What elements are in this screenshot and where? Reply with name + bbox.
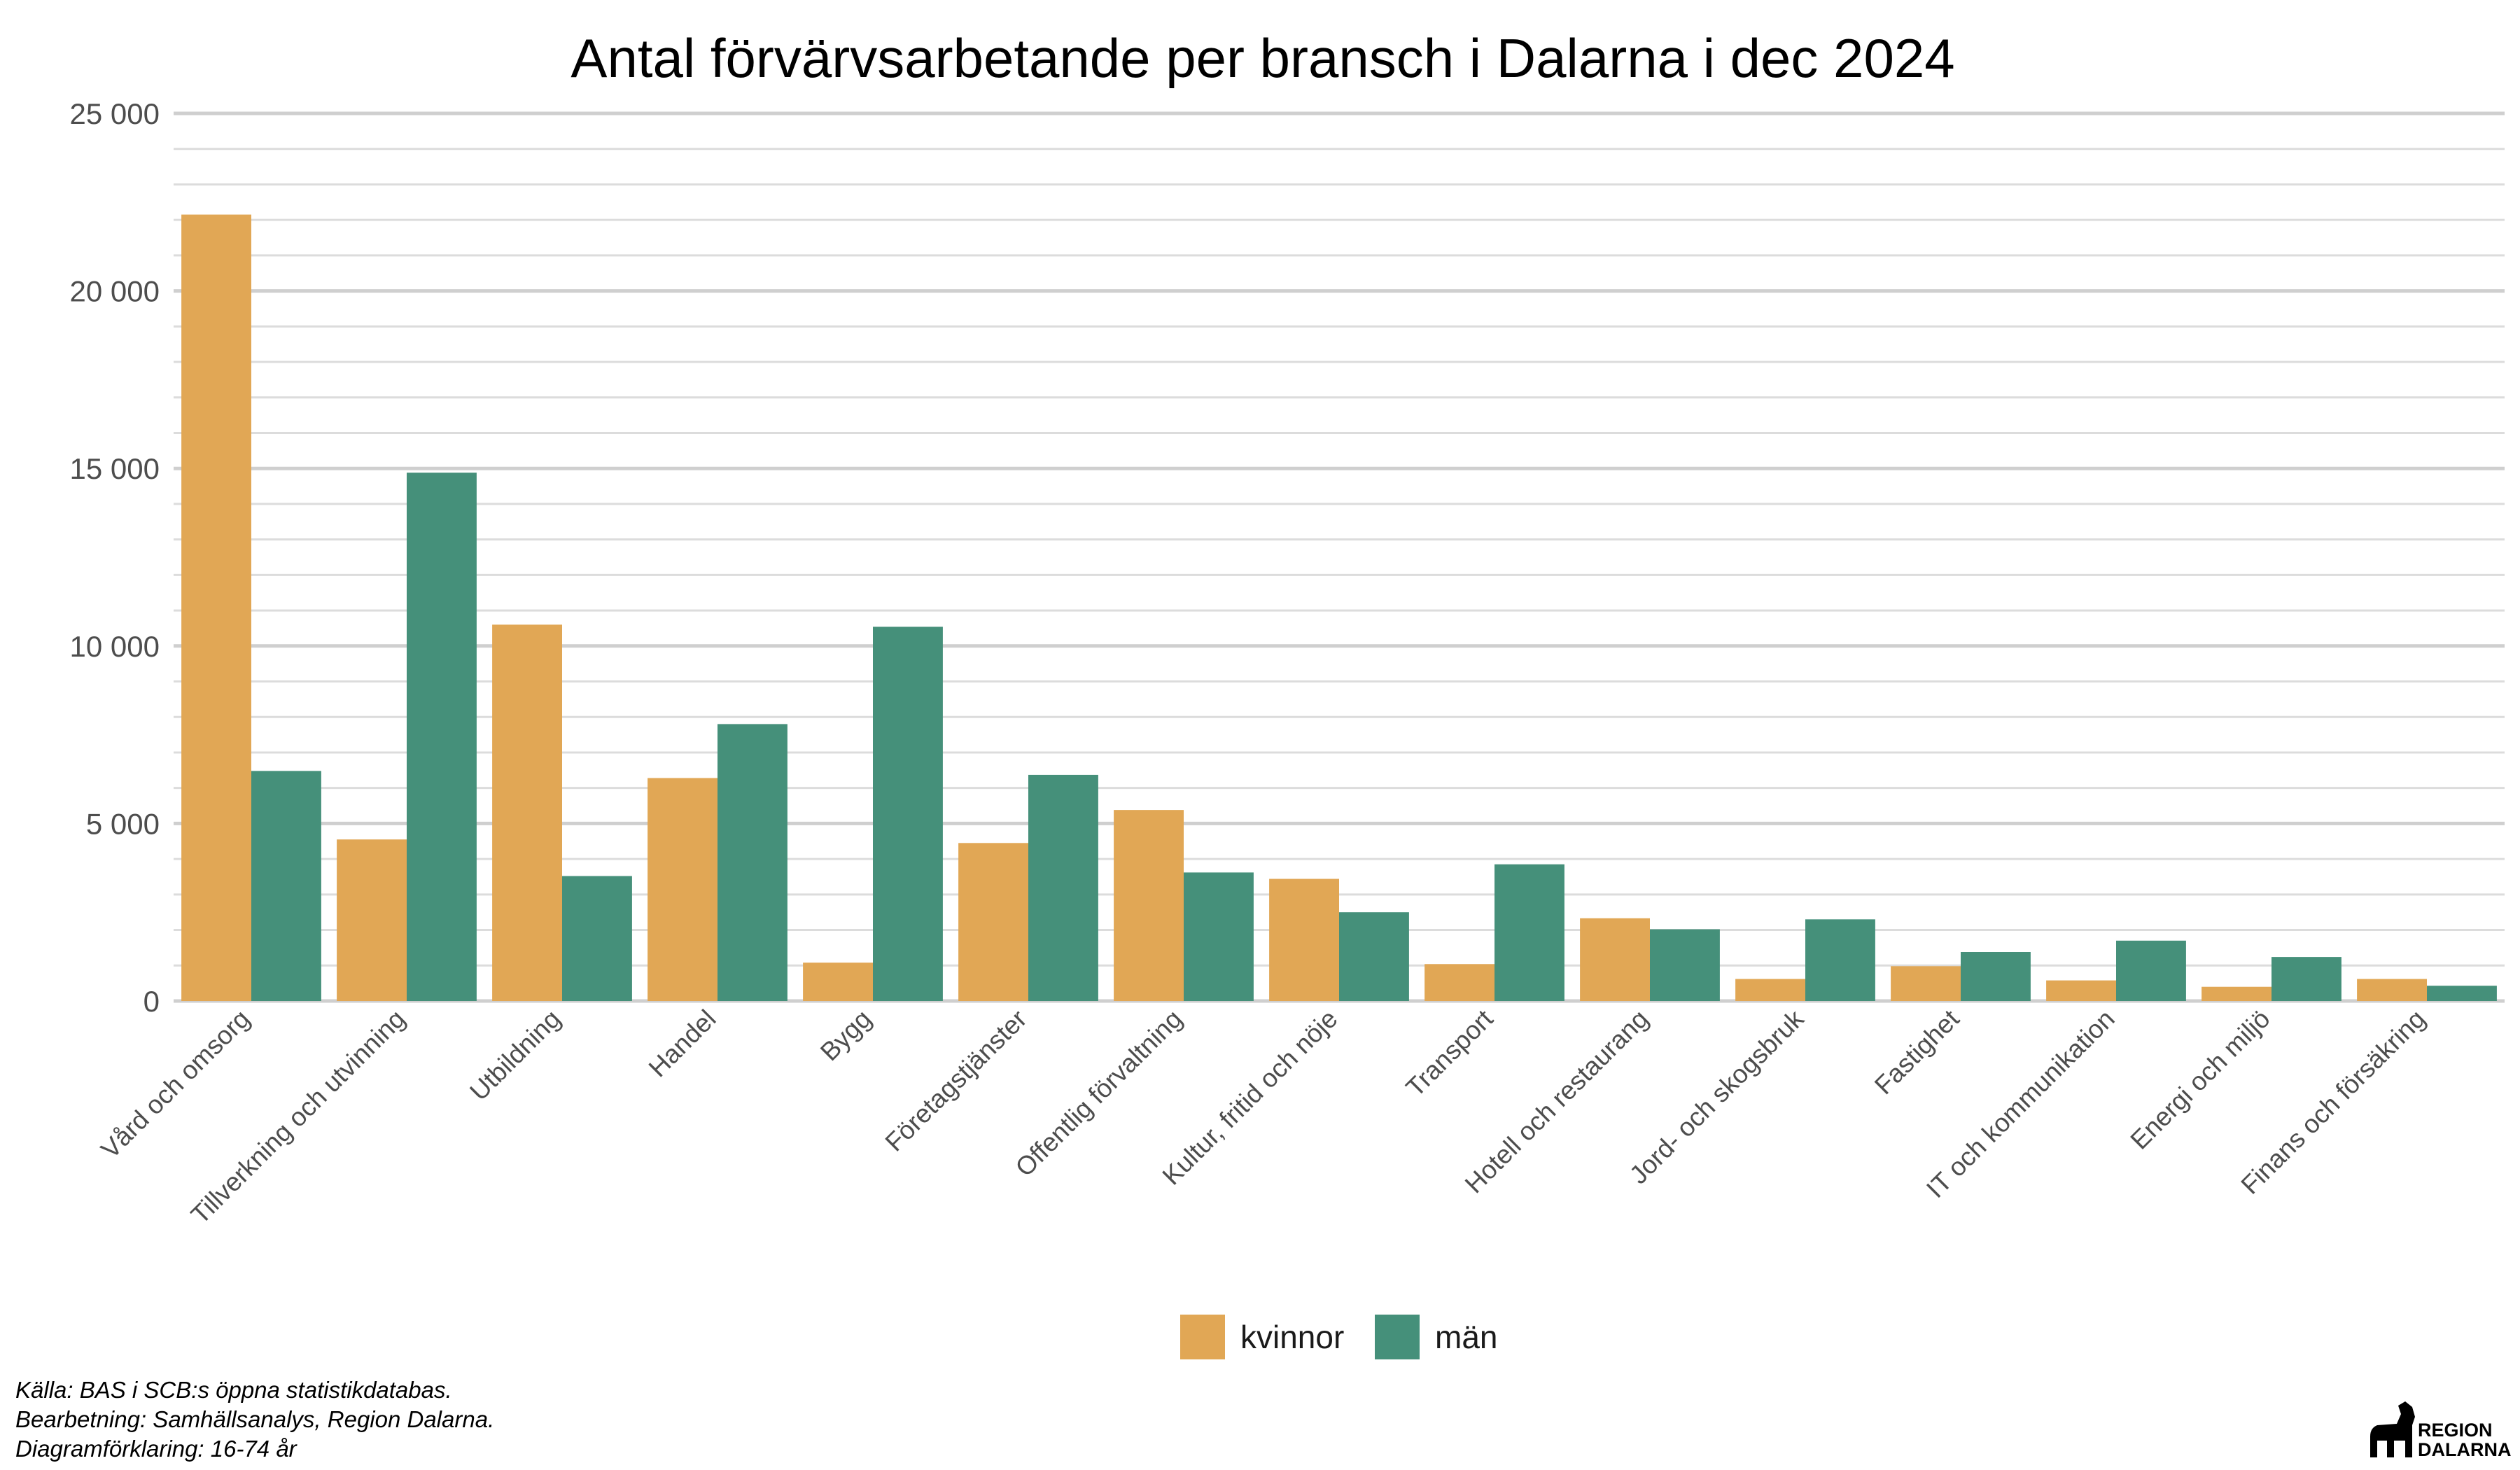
bar-man <box>2272 957 2342 1001</box>
bar-kvinnor <box>1735 979 1805 1001</box>
bar-man <box>1494 864 1564 1001</box>
legend-swatch-man <box>1375 1315 1420 1359</box>
x-tick-label: Kultur, fritid och nöje <box>1157 1004 1343 1191</box>
region-dalarna-logo: REGION DALARNA <box>2370 1401 2511 1460</box>
bar-kvinnor <box>1269 878 1339 1001</box>
legend: kvinnor män <box>1180 1315 1497 1359</box>
bar-kvinnor <box>2357 979 2427 1001</box>
legend-label-man: män <box>1435 1319 1497 1355</box>
bar-man <box>718 724 788 1001</box>
bar-kvinnor <box>2046 980 2116 1001</box>
dala-horse-icon <box>2370 1401 2415 1457</box>
bar-kvinnor <box>958 843 1028 1001</box>
y-tick-label: 25 000 <box>70 97 160 130</box>
y-tick-label: 0 <box>144 985 160 1018</box>
bars <box>181 214 2497 1001</box>
bar-man <box>2427 986 2497 1001</box>
bar-man <box>873 626 943 1001</box>
bar-kvinnor <box>803 962 873 1001</box>
y-tick-label: 20 000 <box>70 275 160 308</box>
bar-kvinnor <box>1114 810 1184 1001</box>
y-tick-label: 10 000 <box>70 630 160 663</box>
y-tick-label: 15 000 <box>70 452 160 485</box>
caption: Källa: BAS i SCB:s öppna statistikdataba… <box>15 1377 494 1462</box>
x-tick-label: Bygg <box>815 1004 877 1067</box>
bar-man <box>407 472 477 1001</box>
y-tick-label: 5 000 <box>86 807 160 840</box>
x-tick-label: Offentlig förvaltning <box>1010 1004 1188 1182</box>
bar-kvinnor <box>1891 966 1961 1001</box>
legend-label-kvinnor: kvinnor <box>1240 1319 1344 1355</box>
legend-swatch-kvinnor <box>1180 1315 1225 1359</box>
bar-man <box>1650 929 1720 1001</box>
bar-man <box>251 771 321 1001</box>
x-tick-label: Jord- och skogsbruk <box>1624 1004 1809 1189</box>
bar-kvinnor <box>648 778 718 1001</box>
bar-man <box>1184 872 1254 1001</box>
x-tick-label: Energi och miljö <box>2125 1004 2276 1155</box>
logo-line2: DALARNA <box>2418 1439 2511 1460</box>
chart-title: Antal förvärvsarbetande per bransch i Da… <box>570 27 1954 89</box>
bar-kvinnor <box>337 839 407 1001</box>
bar-man <box>562 876 632 1001</box>
bar-kvinnor <box>1424 964 1494 1001</box>
bar-man <box>2116 940 2186 1001</box>
x-tick-label: Handel <box>643 1004 722 1083</box>
x-tick-label: Fastighet <box>1869 1004 1965 1100</box>
caption-processing: Bearbetning: Samhällsanalys, Region Dala… <box>15 1406 494 1432</box>
bar-man <box>1805 919 1875 1001</box>
bar-kvinnor <box>181 214 251 1001</box>
x-tick-label: Vård och omsorg <box>95 1004 255 1164</box>
bar-kvinnor <box>2202 986 2272 1001</box>
bar-man <box>1339 912 1409 1001</box>
bar-man <box>1961 952 2031 1001</box>
x-tick-label: Företagstjänster <box>880 1004 1032 1157</box>
y-axis-ticks: 0 5 000 10 000 15 000 20 000 25 000 <box>70 97 160 1018</box>
bar-kvinnor <box>1580 918 1650 1001</box>
caption-source: Källa: BAS i SCB:s öppna statistikdataba… <box>15 1377 452 1403</box>
x-tick-label: Transport <box>1401 1004 1499 1102</box>
caption-explanation: Diagramförklaring: 16-74 år <box>15 1436 298 1462</box>
bar-kvinnor <box>492 624 562 1001</box>
bar-man <box>1028 774 1098 1001</box>
logo-line1: REGION <box>2418 1420 2493 1441</box>
x-tick-label: Utbildning <box>464 1004 566 1106</box>
